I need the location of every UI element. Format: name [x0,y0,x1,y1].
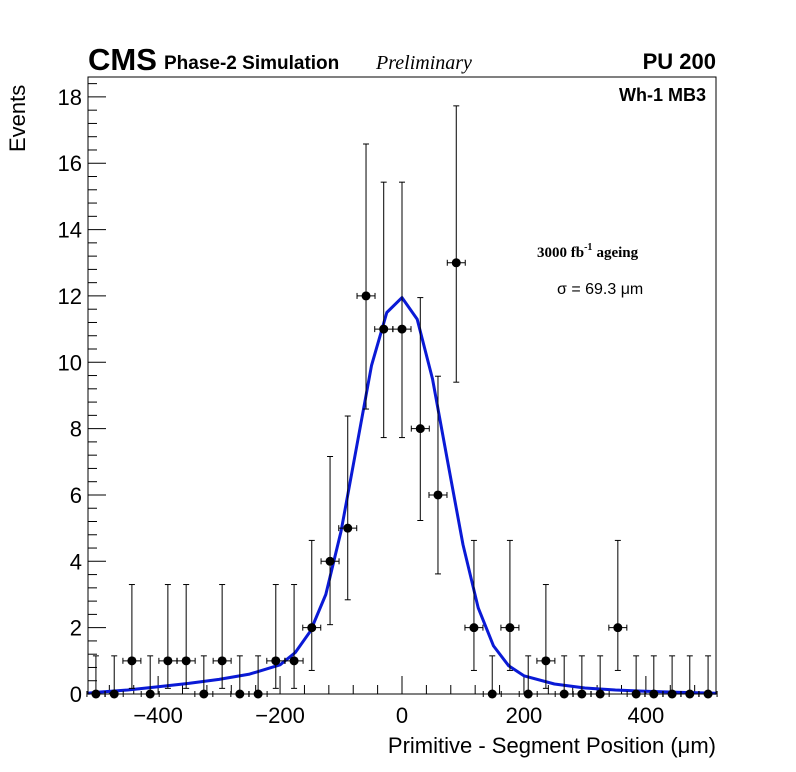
data-point [212,584,232,689]
data-point [536,584,556,689]
y-tick-label: 14 [58,218,82,243]
x-tick-label: −200 [255,703,305,728]
x-tick-label: 200 [506,703,543,728]
x-axis-label: Primitive - Segment Position (μm) [388,733,716,758]
data-point [194,655,214,699]
data-point [392,181,412,439]
phase-label: Phase-2 Simulation [164,53,339,74]
data-point [158,584,178,689]
ageing-exponent: -1 [584,242,592,253]
data-marker [469,623,479,633]
plot-frame [87,76,717,695]
x-tick-label: 0 [396,703,408,728]
y-tick-label: 16 [58,151,82,176]
data-point [410,297,430,522]
y-tick-label: 10 [58,350,82,375]
data-marker [361,291,371,301]
data-point [500,539,520,671]
data-point [374,181,394,439]
preliminary-label: Preliminary [375,52,472,74]
data-point [266,584,286,689]
y-tick-label: 4 [70,549,82,574]
data-marker [325,556,335,566]
y-tick-label: 8 [70,417,82,442]
ageing-word: ageing [596,245,638,261]
ageing-value: 3000 fb [537,245,584,261]
data-point [140,655,160,699]
y-tick-label: 12 [58,284,82,309]
x-tick-labels: −400 −200 0 200 400 [133,703,664,728]
data-marker [217,656,227,666]
data-marker [181,656,191,666]
data-point [356,143,376,410]
data-marker [415,424,425,434]
y-tick-label: 2 [70,616,82,641]
data-point [338,415,358,601]
data-marker [163,656,173,666]
ageing-label: 3000 fb-1 ageing [537,242,639,261]
cms-label: CMS [88,42,157,77]
data-marker [127,656,137,666]
data-marker [541,656,551,666]
data-point [446,105,466,383]
data-marker [505,623,515,633]
minor-ticks [88,83,696,694]
data-point [176,584,196,689]
data-point [284,584,304,689]
data-points [86,105,718,699]
y-axis-label: Events [5,85,30,152]
sigma-label: σ = 69.3 μm [557,281,643,298]
data-marker [433,490,443,500]
data-point [554,655,574,699]
data-point [302,539,322,671]
data-point [248,655,268,699]
data-marker [397,324,407,334]
data-point [320,455,340,626]
data-marker [343,523,353,533]
region-label: Wh-1 MB3 [619,85,706,105]
data-marker [307,623,317,633]
data-point [608,539,628,671]
y-tick-label: 0 [70,682,82,707]
x-tick-label: 400 [628,703,665,728]
y-tick-label: 18 [58,85,82,110]
data-marker [613,623,623,633]
data-marker [451,258,461,268]
data-point [590,655,610,699]
x-tick-label: −400 [133,703,183,728]
data-point [572,655,592,699]
data-point [464,539,484,671]
y-tick-label: 6 [70,483,82,508]
data-marker [289,656,299,666]
data-marker [379,324,389,334]
data-point [122,584,142,689]
pileup-label: PU 200 [643,49,716,74]
data-marker [271,656,281,666]
data-point [428,375,448,575]
y-tick-labels: 0 2 4 6 8 10 12 14 16 18 [58,85,82,707]
data-point [482,655,502,699]
